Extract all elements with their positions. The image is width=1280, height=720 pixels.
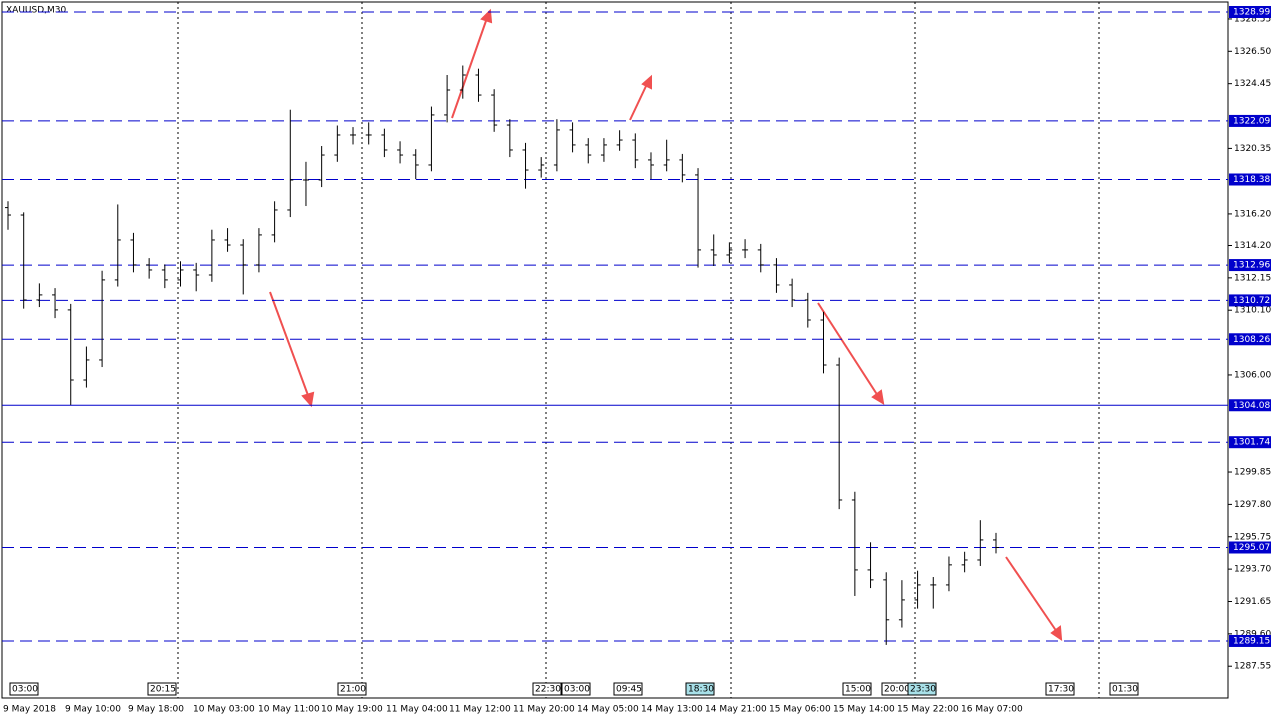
x-tick-label: 14 May 13:00 xyxy=(641,705,703,715)
time-marker: 20:15 xyxy=(150,685,176,695)
y-tick-label: 1295.75 xyxy=(1234,532,1271,542)
level-label-box xyxy=(1229,294,1271,307)
level-label-box xyxy=(1229,634,1271,647)
y-tick-label: 1291.65 xyxy=(1234,597,1271,607)
level-label-box xyxy=(1229,399,1271,412)
level-label-box xyxy=(1229,541,1271,554)
x-tick-label: 10 May 03:00 xyxy=(193,705,255,715)
x-tick-label: 9 May 10:00 xyxy=(65,705,121,715)
level-label-box xyxy=(1229,114,1271,127)
time-marker-box xyxy=(147,682,177,696)
level-label-box xyxy=(1229,436,1271,449)
plot-frame xyxy=(1,1,1229,699)
arrow xyxy=(629,83,648,121)
x-tick-label: 11 May 12:00 xyxy=(449,705,511,715)
y-tick-label: 1310.10 xyxy=(1234,306,1271,316)
time-marker: 18:30 xyxy=(688,685,714,695)
y-tick-label: 1289.60 xyxy=(1234,629,1271,639)
day-separators xyxy=(177,2,1100,698)
level-label-box xyxy=(1229,259,1271,272)
y-tick-label: 1312.15 xyxy=(1234,273,1271,283)
y-tick-label: 1293.70 xyxy=(1234,565,1271,575)
y-tick-label: 1324.45 xyxy=(1234,79,1271,89)
x-tick-label: 9 May 18:00 xyxy=(128,705,184,715)
y-tick-label: 1316.20 xyxy=(1234,209,1271,219)
x-tick-label: 11 May 20:00 xyxy=(513,705,575,715)
time-marker: 22:30 xyxy=(535,685,561,695)
x-tick-label: 11 May 04:00 xyxy=(386,705,448,715)
price-bars xyxy=(5,65,999,645)
level-label: 1304.08 xyxy=(1233,401,1270,411)
y-tick-label: 1287.55 xyxy=(1234,662,1271,672)
level-label-box xyxy=(1229,5,1271,18)
time-marker-box xyxy=(842,682,872,696)
y-tick-label: 1299.85 xyxy=(1234,468,1271,478)
time-marker-box xyxy=(532,682,562,696)
y-tick-label: 1320.35 xyxy=(1234,144,1271,154)
y-tick-label: 1326.50 xyxy=(1234,47,1271,57)
y-tick-label: 1297.80 xyxy=(1234,500,1271,510)
level-label: 1322.09 xyxy=(1233,116,1270,126)
level-label: 1310.72 xyxy=(1233,296,1270,306)
y-tick-label: 1314.20 xyxy=(1234,241,1271,251)
time-marker: 20:00 xyxy=(884,685,910,695)
level-label: 1318.38 xyxy=(1233,175,1270,185)
x-tick-label: 15 May 14:00 xyxy=(833,705,895,715)
chart-title: XAUUSD,M30 xyxy=(6,6,66,16)
x-tick-label: 9 May 2018 xyxy=(3,705,56,715)
arrow-head xyxy=(871,389,885,405)
time-marker-box xyxy=(561,682,591,696)
level-label-box xyxy=(1229,333,1271,346)
time-marker: 21:00 xyxy=(340,685,366,695)
x-tick-label: 14 May 21:00 xyxy=(705,705,767,715)
time-marker-box xyxy=(1109,682,1139,696)
level-label: 1289.15 xyxy=(1233,636,1270,646)
x-tick-label: 15 May 06:00 xyxy=(769,705,831,715)
x-tick-label: 10 May 11:00 xyxy=(258,705,320,715)
time-marker-box xyxy=(685,682,715,696)
arrows xyxy=(269,8,1063,641)
arrow xyxy=(451,17,488,119)
time-marker-box xyxy=(1045,682,1075,696)
y-tick-label: 1306.00 xyxy=(1234,370,1271,380)
arrow-head xyxy=(641,74,652,90)
arrow-head xyxy=(301,391,315,408)
level-label-box xyxy=(1229,173,1271,186)
time-marker-box xyxy=(907,682,937,696)
time-marker: 15:00 xyxy=(845,685,871,695)
y-tick-label: 1328.55 xyxy=(1234,14,1271,24)
time-marker: 03:00 xyxy=(12,685,38,695)
time-marker-box xyxy=(9,682,39,696)
time-marker: 23:30 xyxy=(910,685,936,695)
time-marker: 03:00 xyxy=(564,685,590,695)
time-marker: 01:30 xyxy=(1112,685,1138,695)
time-marker: 17:30 xyxy=(1048,685,1074,695)
time-marker-box xyxy=(337,682,367,696)
time-marker-box xyxy=(613,682,643,696)
arrow-head xyxy=(480,8,493,24)
time-marker: 09:45 xyxy=(616,685,642,695)
arrow xyxy=(1005,556,1058,633)
arrow xyxy=(269,291,310,399)
level-label: 1295.07 xyxy=(1233,543,1270,553)
x-tick-label: 14 May 05:00 xyxy=(577,705,639,715)
level-label: 1308.26 xyxy=(1233,335,1270,345)
arrow-head xyxy=(1050,625,1063,641)
x-tick-label: 16 May 07:00 xyxy=(961,705,1023,715)
level-label: 1312.96 xyxy=(1233,261,1270,271)
level-label: 1328.99 xyxy=(1233,7,1270,17)
level-label: 1301.74 xyxy=(1233,438,1270,448)
x-tick-label: 10 May 19:00 xyxy=(321,705,383,715)
arrow xyxy=(817,302,879,397)
x-tick-label: 15 May 22:00 xyxy=(897,705,959,715)
